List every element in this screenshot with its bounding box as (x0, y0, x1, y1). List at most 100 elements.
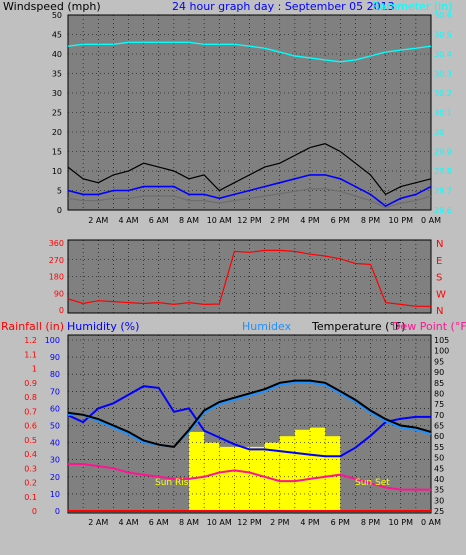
barometer-y-tick-label: 29.7 (434, 187, 452, 196)
barometer-y-tick-label: 29.6 (434, 206, 452, 215)
solar-bar (294, 429, 310, 511)
humidity-y-tick-label: 100 (45, 336, 60, 345)
barometer-y-tick-label: 30.6 (434, 11, 452, 20)
graph-title: 24 hour graph day : September 05 2013 (172, 0, 395, 13)
wind-y-tick-label: 0 (57, 206, 62, 215)
solar-bar (234, 446, 250, 511)
humidity-y-tick-label: 10 (50, 490, 60, 499)
humidity-y-tick-label: 30 (50, 456, 60, 465)
sun-rise-label: Sun Rise (155, 478, 194, 488)
temperature-label: Temperature (°F) (311, 320, 406, 333)
humidity-y-tick-label: 60 (50, 404, 60, 413)
x-tick-label: 8 AM (179, 518, 199, 527)
barometer-y-tick-label: 30 (434, 128, 444, 137)
windspeed-label: Windspeed (mph) (3, 0, 101, 13)
rainfall-y-tick-label: 0.9 (24, 379, 37, 388)
compass-label: N (436, 239, 443, 250)
compass-label: N (436, 306, 443, 317)
rainfall-y-tick-label: 0.4 (24, 450, 37, 459)
temperature-y-tick-label: 80 (434, 389, 444, 398)
x-tick-label: 10 AM (207, 518, 232, 527)
rainfall-y-tick-label: 0.6 (24, 422, 37, 431)
wind-direction-line (67, 249, 431, 307)
solar-bar (189, 431, 205, 511)
barometer-y-tick-label: 30.3 (434, 70, 452, 79)
barometer-y-tick-label: 30.2 (434, 89, 452, 98)
x-tick-label: 8 AM (179, 216, 199, 225)
solar-bar (219, 446, 235, 511)
humidity-y-tick-label: 40 (50, 439, 60, 448)
dewpoint-line (68, 463, 431, 491)
windspeed-line (67, 143, 432, 196)
x-tick-label: 10 PM (389, 216, 414, 225)
barometer-y-tick-label: 30.4 (434, 50, 452, 59)
wind-y-tick-label: 10 (52, 167, 62, 176)
wind-y-tick-label: 15 (52, 148, 62, 157)
barometer-y-tick-label: 29.9 (434, 148, 452, 157)
x-tick-label: 8 PM (361, 216, 380, 225)
dewpoint-label: Dew Point (°F) (392, 320, 466, 333)
compass-label: E (436, 256, 442, 267)
temperature-x-ticks: 2 AM 4 AM 6 AM 8 AM 10 AM 12 PM 2 PM 4 PM 6 PM 8 … (88, 518, 441, 527)
solar-bar (279, 436, 295, 511)
rainfall-y-tick-label: 0.5 (24, 436, 37, 445)
temperature-y-tick-label: 50 (434, 454, 444, 463)
wind-gray-line (67, 188, 432, 209)
rainfall-y-tick-label: 1.1 (24, 350, 37, 359)
wind-y-tick-label: 20 (52, 128, 62, 137)
humidex-line (68, 381, 432, 448)
x-tick-label: 12 PM (237, 216, 262, 225)
sun-set-label: Sun Set (355, 478, 390, 488)
direction-y-tick-label: 360 (49, 239, 64, 248)
x-tick-label: 10 PM (389, 518, 414, 527)
solar-bar (249, 446, 265, 511)
compass-label: S (436, 273, 442, 284)
wind-y-tick-label: 25 (52, 109, 62, 118)
barometer-line (67, 41, 432, 63)
temperature-y-tick-label: 25 (434, 507, 444, 516)
rainfall-y-tick-label: 1 (32, 365, 37, 374)
humidity-y-tick-label: 90 (50, 353, 60, 362)
rainfall-y-ticks: 0 0.1 0.2 0.3 0.4 0.5 0.6 0.7 0.8 0.9 1 1.1 1.2 (24, 336, 37, 516)
humidity-y-tick-label: 50 (50, 422, 60, 431)
direction-y-ticks: 0 90 180 270 360 (49, 239, 64, 315)
x-tick-label: 4 AM (118, 518, 138, 527)
temperature-y-tick-label: 70 (434, 411, 444, 420)
x-tick-label: 10 AM (207, 216, 232, 225)
temperature-line (67, 379, 432, 448)
rainfall-y-tick-label: 0.7 (24, 407, 37, 416)
temperature-y-tick-label: 40 (434, 475, 444, 484)
temperature-y-tick-label: 60 (434, 432, 444, 441)
rainfall-y-tick-label: 0.2 (24, 479, 37, 488)
temperature-y-tick-label: 90 (434, 368, 444, 377)
barometer-label: Barometer (in) (372, 0, 453, 13)
humidity-y-ticks: 0 10 20 30 40 50 60 70 80 90 100 (45, 336, 60, 516)
wind-x-ticks: 2 AM 4 AM 6 AM 8 AM 10 AM 12 PM 2 PM 4 PM 6 PM 8 … (88, 216, 441, 225)
wind-y-tick-label: 50 (52, 11, 62, 20)
wind-y-tick-label: 30 (52, 89, 62, 98)
barometer-y-tick-label: 30.1 (434, 109, 452, 118)
direction-y-tick-label: 0 (59, 306, 64, 315)
temperature-y-tick-label: 65 (434, 422, 444, 431)
direction-y-tick-label: 90 (54, 289, 64, 298)
solar-bars (189, 427, 341, 511)
x-tick-label: 2 AM (88, 518, 108, 527)
x-tick-label: 6 PM (331, 216, 350, 225)
rainfall-y-tick-label: 0.8 (24, 393, 37, 402)
humidity-y-tick-label: 80 (50, 370, 60, 379)
humidity-label: Humidity (%) (67, 320, 139, 333)
temperature-y-tick-label: 85 (434, 379, 444, 388)
barometer-y-tick-label: 29.8 (434, 167, 452, 176)
rainfall-baseline (68, 510, 431, 512)
x-tick-label: 2 PM (270, 518, 289, 527)
wind-y-tick-label: 45 (52, 31, 62, 40)
x-tick-label: 6 PM (331, 518, 350, 527)
x-tick-label: 2 AM (88, 216, 108, 225)
wind-y-tick-label: 5 (57, 187, 62, 196)
x-tick-label: 12 PM (237, 518, 262, 527)
direction-series (67, 249, 431, 307)
solar-bar (204, 442, 220, 511)
compass-label: W (436, 289, 446, 300)
